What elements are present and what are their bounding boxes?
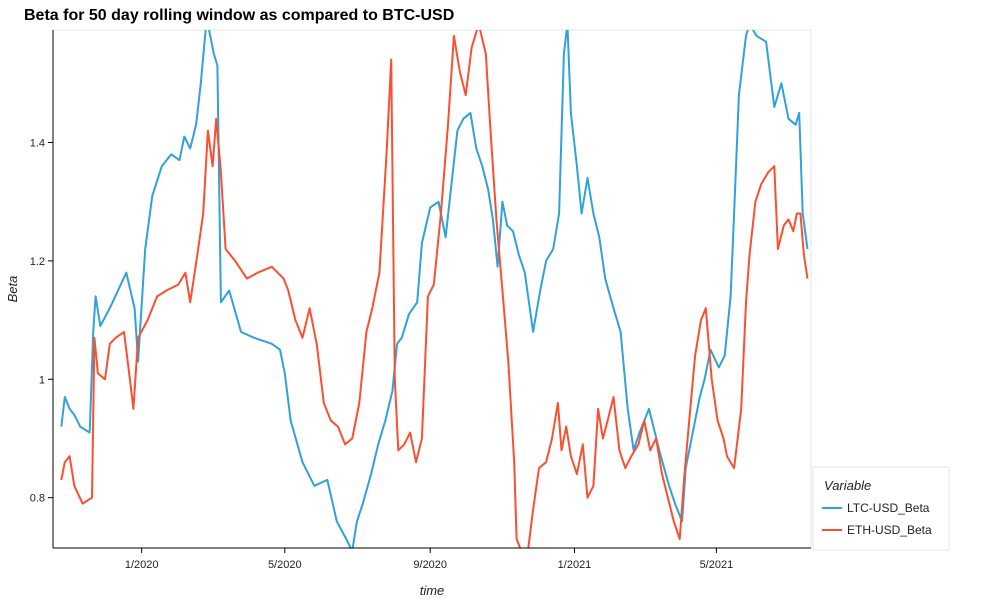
x-axis-ticks: 1/2020 5/2020 9/2020 1/2021 5/2021 <box>125 548 733 571</box>
x-axis-label: time <box>420 583 445 598</box>
legend-title: Variable <box>824 478 871 493</box>
y-tick-label: 1.4 <box>30 137 45 149</box>
y-tick-label: 1 <box>39 374 45 386</box>
x-tick-label: 1/2021 <box>558 559 592 571</box>
x-tick-label: 1/2020 <box>125 559 159 571</box>
x-tick-label: 5/2021 <box>700 559 734 571</box>
y-axis-ticks: 0.8 1 1.2 1.4 <box>30 137 53 505</box>
series-line-ltc-usd-beta <box>60 30 809 548</box>
legend-label-eth[interactable]: ETH-USD_Beta <box>847 523 932 537</box>
legend-label-ltc[interactable]: LTC-USD_Beta <box>847 501 930 515</box>
x-tick-label: 9/2020 <box>413 559 447 571</box>
x-tick-label: 5/2020 <box>268 559 302 571</box>
series-line-eth-usd-beta <box>60 30 809 548</box>
series-layer <box>60 30 809 548</box>
y-tick-label: 1.2 <box>30 256 45 268</box>
chart-title: Beta for 50 day rolling window as compar… <box>24 7 454 24</box>
legend: Variable LTC-USD_Beta ETH-USD_Beta <box>812 466 950 551</box>
y-tick-label: 0.8 <box>30 493 45 505</box>
y-axis-label: Beta <box>5 276 20 303</box>
plot-area <box>52 29 812 549</box>
